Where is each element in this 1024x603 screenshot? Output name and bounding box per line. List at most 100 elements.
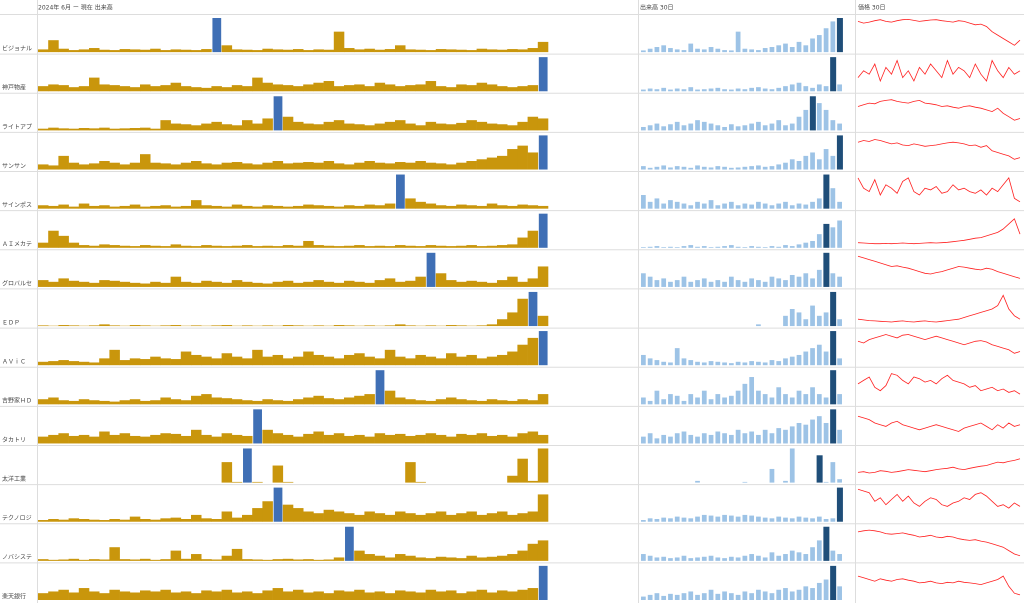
bar bbox=[170, 164, 182, 170]
bar bbox=[695, 594, 700, 600]
bar bbox=[405, 325, 416, 327]
bar bbox=[466, 511, 477, 522]
bar bbox=[129, 592, 141, 600]
bar bbox=[405, 123, 416, 131]
bar bbox=[497, 280, 508, 287]
bar bbox=[231, 481, 243, 483]
bar bbox=[756, 280, 761, 287]
bar bbox=[674, 433, 680, 444]
bar bbox=[395, 162, 406, 170]
bar bbox=[789, 591, 795, 600]
bar bbox=[262, 590, 273, 600]
bar bbox=[507, 351, 518, 366]
bar bbox=[140, 127, 151, 131]
bar bbox=[527, 152, 539, 170]
bar bbox=[837, 586, 842, 600]
bar bbox=[796, 422, 802, 444]
bar bbox=[425, 162, 437, 170]
bar bbox=[221, 206, 233, 209]
bar bbox=[647, 433, 653, 444]
bar bbox=[446, 164, 457, 170]
bar bbox=[170, 550, 182, 561]
bar bbox=[722, 433, 727, 444]
bar bbox=[242, 591, 253, 600]
bar bbox=[140, 84, 151, 92]
bar bbox=[140, 49, 151, 53]
bar bbox=[242, 163, 253, 170]
bar bbox=[191, 200, 202, 209]
bar bbox=[170, 206, 182, 209]
bar bbox=[68, 558, 80, 561]
bar bbox=[262, 501, 273, 522]
bar bbox=[722, 514, 727, 522]
bar bbox=[191, 395, 202, 405]
bar bbox=[762, 125, 768, 131]
bar bbox=[688, 123, 694, 131]
bar bbox=[344, 48, 355, 53]
bar bbox=[681, 125, 687, 131]
bar bbox=[517, 237, 528, 248]
header-label: 2024年 6月 ー 現在 出来高 bbox=[38, 4, 113, 12]
bar bbox=[661, 203, 667, 209]
bar bbox=[384, 349, 396, 366]
bar bbox=[810, 38, 815, 53]
bar bbox=[333, 358, 345, 366]
bar bbox=[789, 356, 795, 366]
bar bbox=[435, 358, 447, 366]
bar bbox=[99, 431, 110, 444]
bar bbox=[89, 77, 100, 92]
bar bbox=[374, 162, 386, 170]
bar bbox=[742, 48, 748, 53]
bar bbox=[323, 434, 335, 444]
bar bbox=[272, 433, 284, 444]
bar bbox=[728, 50, 734, 53]
bar bbox=[796, 161, 802, 170]
bar bbox=[48, 127, 59, 131]
bar bbox=[816, 198, 822, 209]
bar bbox=[344, 164, 355, 170]
bar bbox=[313, 354, 324, 366]
bar bbox=[395, 86, 406, 92]
bar bbox=[816, 540, 822, 561]
bar bbox=[293, 399, 304, 405]
bar bbox=[756, 361, 761, 366]
bar bbox=[715, 361, 721, 366]
bar bbox=[701, 556, 707, 561]
bar bbox=[446, 325, 457, 327]
bar bbox=[695, 201, 700, 209]
highlight-bar bbox=[836, 18, 843, 53]
bar bbox=[364, 204, 375, 209]
bar bbox=[722, 203, 727, 209]
bar bbox=[140, 283, 151, 287]
bar bbox=[150, 559, 161, 561]
bar bbox=[109, 349, 120, 366]
bar bbox=[293, 86, 304, 92]
bar bbox=[129, 162, 141, 170]
bar bbox=[395, 245, 406, 248]
bar bbox=[38, 559, 49, 561]
bar bbox=[180, 245, 192, 248]
bar bbox=[262, 118, 273, 131]
bar bbox=[715, 557, 721, 561]
bar bbox=[221, 87, 233, 92]
highlight-bar bbox=[823, 223, 830, 248]
bar bbox=[323, 509, 335, 522]
bar bbox=[242, 49, 253, 53]
bar bbox=[701, 89, 707, 92]
bar bbox=[486, 203, 498, 209]
bar bbox=[688, 558, 694, 561]
bar bbox=[160, 163, 171, 170]
bar bbox=[201, 163, 212, 170]
bar bbox=[456, 245, 467, 248]
bar bbox=[769, 468, 775, 483]
bar bbox=[293, 282, 304, 287]
bar bbox=[364, 48, 375, 53]
bar bbox=[837, 429, 842, 444]
bar bbox=[830, 21, 836, 53]
bar bbox=[823, 109, 829, 131]
bar bbox=[89, 48, 100, 53]
bar bbox=[715, 516, 721, 522]
bar bbox=[58, 325, 69, 327]
bar bbox=[201, 280, 212, 287]
bar bbox=[728, 276, 734, 287]
